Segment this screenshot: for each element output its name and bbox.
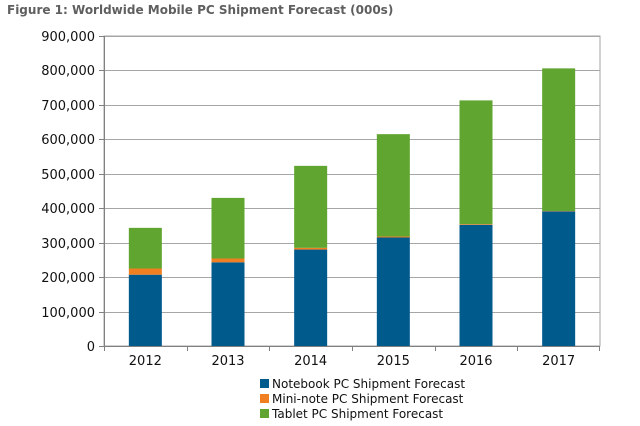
legend-label-tablet: Tablet PC Shipment Forecast <box>272 406 444 421</box>
chart-legend: Notebook PC Shipment Forecast Mini-note … <box>260 376 465 421</box>
legend-item-notebook: Notebook PC Shipment Forecast <box>260 376 465 391</box>
bar-tablet-2017 <box>542 68 576 211</box>
bar-tablet-2013 <box>211 197 245 259</box>
legend-swatch-notebook <box>260 379 269 388</box>
y-tick-label: 200,000 <box>41 271 95 286</box>
x-tick-label: 2013 <box>211 354 244 369</box>
x-tick-label: 2016 <box>459 354 492 369</box>
legend-swatch-mininote <box>260 394 269 403</box>
bar-notebook-2015 <box>376 237 410 346</box>
bar-notebook-2014 <box>294 249 328 346</box>
bar-notebook-2016 <box>459 224 493 346</box>
bar-mininote-2015 <box>376 236 410 238</box>
bar-notebook-2017 <box>542 211 576 346</box>
legend-label-mininote: Mini-note PC Shipment Forecast <box>272 391 464 406</box>
y-tick-label: 100,000 <box>41 306 95 321</box>
bar-mininote-2012 <box>128 268 162 275</box>
y-tick-label: 500,000 <box>41 168 95 183</box>
legend-label-notebook: Notebook PC Shipment Forecast <box>272 376 466 391</box>
x-tick-label: 2017 <box>542 354 575 369</box>
bar-mininote-2014 <box>294 247 328 250</box>
bar-tablet-2016 <box>459 100 493 225</box>
figure-title: Figure 1: Worldwide Mobile PC Shipment F… <box>7 3 394 17</box>
y-tick-label: 300,000 <box>41 237 95 252</box>
y-tick-label: 400,000 <box>41 202 95 217</box>
x-tick-label: 2012 <box>129 354 162 369</box>
legend-item-mininote: Mini-note PC Shipment Forecast <box>260 391 465 406</box>
x-tick-label: 2015 <box>377 354 410 369</box>
bar-tablet-2015 <box>376 134 410 237</box>
y-tick-label: 0 <box>87 340 95 355</box>
y-tick-label: 700,000 <box>41 99 95 114</box>
y-tick-label: 900,000 <box>41 30 95 45</box>
plot-area-border <box>103 35 601 347</box>
legend-item-tablet: Tablet PC Shipment Forecast <box>260 406 465 421</box>
legend-swatch-tablet <box>260 409 269 418</box>
x-tick-label: 2014 <box>294 354 327 369</box>
y-tick-label: 800,000 <box>41 64 95 79</box>
bar-mininote-2013 <box>211 258 245 263</box>
bar-tablet-2012 <box>128 227 162 269</box>
y-tick-label: 600,000 <box>41 133 95 148</box>
bar-notebook-2012 <box>128 274 162 346</box>
bar-notebook-2013 <box>211 262 245 346</box>
bar-tablet-2014 <box>294 165 328 248</box>
bar-mininote-2016 <box>459 224 493 225</box>
